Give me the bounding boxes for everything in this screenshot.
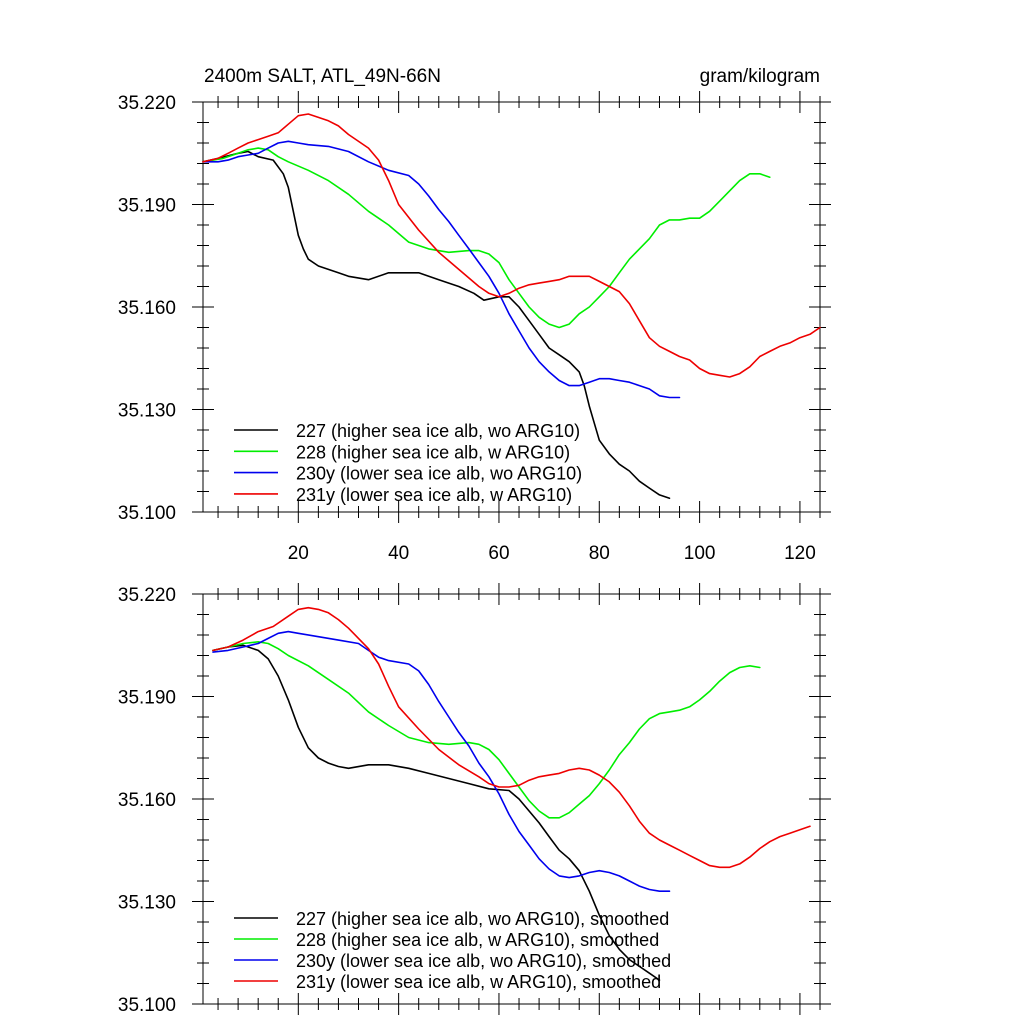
legend-label-2: 228 (higher sea ice alb, w ARG10), smoot… xyxy=(296,930,659,950)
series-line-1 xyxy=(202,150,671,500)
y-tick-label: 35.190 xyxy=(118,196,176,217)
x-tick-label: 80 xyxy=(589,543,610,564)
bottom-panel: 35.100 35.130 35.160 35.190 35.220 227 (highe… xyxy=(118,583,831,1016)
series-line-3 xyxy=(212,630,671,893)
y-tick-label: 35.130 xyxy=(118,401,176,422)
legend-label-2: 228 (higher sea ice alb, w ARG10) xyxy=(296,442,570,462)
x-tick-label: 20 xyxy=(288,543,309,564)
x-tick-label: 100 xyxy=(684,543,716,564)
y-tick-label: 35.160 xyxy=(118,298,176,319)
series-line-2 xyxy=(212,640,761,819)
x-tick-label: 60 xyxy=(488,543,509,564)
y-tick-label: 35.220 xyxy=(118,585,176,606)
legend-label-1: 227 (higher sea ice alb, wo ARG10), smoo… xyxy=(296,909,669,929)
legend-label-4: 231y (lower sea ice alb, w ARG10) xyxy=(296,485,572,505)
x-tick-label: 120 xyxy=(784,543,816,564)
legend-label-3: 230y (lower sea ice alb, wo ARG10) xyxy=(296,464,582,484)
x-tick-label: 40 xyxy=(388,543,409,564)
top-panel: 35.100 35.130 35.160 35.190 35.220 20 40 60 80 10… xyxy=(118,91,831,564)
legend-label-3: 230y (lower sea ice alb, wo ARG10), smoo… xyxy=(296,951,671,971)
legend-label-1: 227 (higher sea ice alb, wo ARG10) xyxy=(296,421,580,441)
series-line-1 xyxy=(212,644,661,981)
series-line-4 xyxy=(202,113,821,378)
series-line-2 xyxy=(202,147,771,329)
y-tick-label: 35.100 xyxy=(118,995,176,1016)
y-tick-label: 35.160 xyxy=(118,790,176,811)
chart-title-right: gram/kilogram xyxy=(700,66,820,87)
series-line-4 xyxy=(212,606,811,869)
series-line-3 xyxy=(202,140,681,399)
y-tick-label: 35.220 xyxy=(118,93,176,114)
y-tick-label: 35.100 xyxy=(118,503,176,524)
y-tick-label: 35.190 xyxy=(118,688,176,709)
y-tick-label: 35.130 xyxy=(118,893,176,914)
chart-title-left: 2400m SALT, ATL_49N-66N xyxy=(204,66,441,87)
legend-label-4: 231y (lower sea ice alb, w ARG10), smoot… xyxy=(296,972,661,992)
